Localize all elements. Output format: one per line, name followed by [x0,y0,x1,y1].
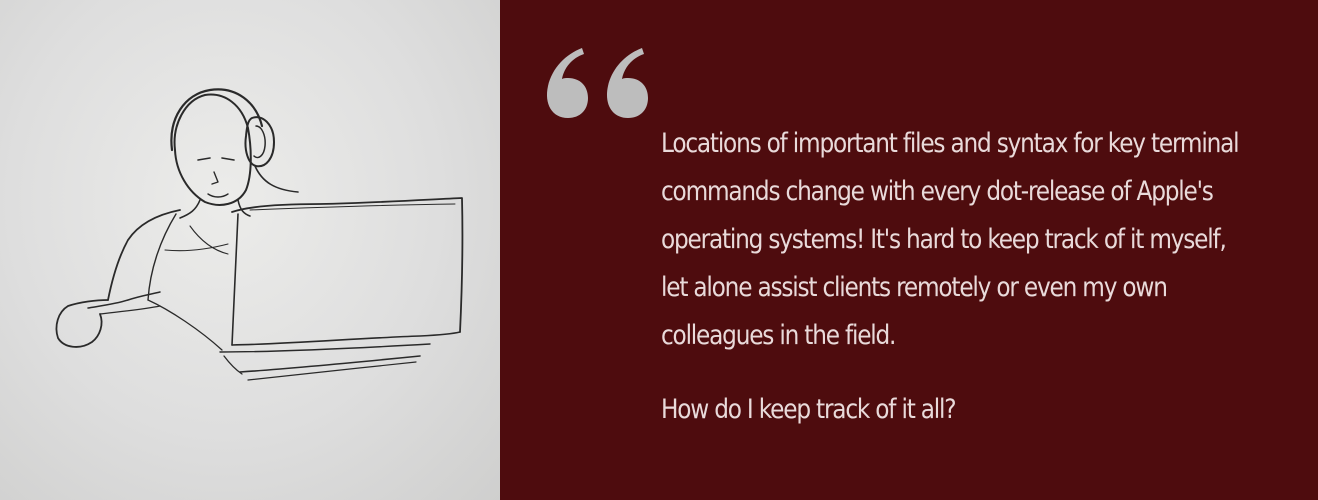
person-with-headset-at-laptop-sketch-icon [55,88,464,381]
quote-paragraph: Locations of important files and syntax … [661,128,1240,351]
quote-panel: Locations of important files and syntax … [500,0,1318,500]
open-quote-icon [546,48,648,118]
quote-text: Locations of important files and syntax … [661,120,1240,434]
illustration-panel [0,0,500,500]
quote-question: How do I keep track of it all? [661,394,957,425]
